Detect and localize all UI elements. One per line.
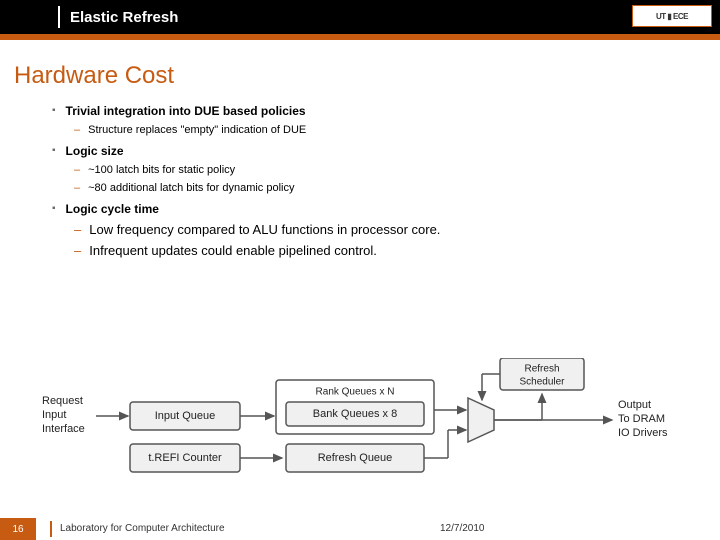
- content-area: ▪ Trivial integration into DUE based pol…: [52, 104, 700, 258]
- bullet-1-1-text: Structure replaces "empty" indication of…: [88, 124, 306, 136]
- bullet-3-1: – Low frequency compared to ALU function…: [74, 222, 700, 237]
- header-logo: UT ▮ ECE: [632, 5, 712, 27]
- bullet-2-2-text: ~80 additional latch bits for dynamic po…: [88, 182, 294, 194]
- bullet-3: ▪ Logic cycle time: [52, 202, 700, 216]
- footer: 16 Laboratory for Computer Architecture …: [0, 518, 720, 540]
- orange-bar: [0, 34, 720, 40]
- bullet-marker: ▪: [52, 144, 56, 158]
- rank-outer-label: Rank Queues x N: [316, 387, 395, 398]
- footer-lab: Laboratory for Computer Architecture: [60, 523, 225, 534]
- bullet-1-1: – Structure replaces "empty" indication …: [74, 124, 700, 136]
- page-number: 16: [0, 518, 36, 540]
- bullet-3-2: – Infrequent updates could enable pipeli…: [74, 243, 700, 258]
- bullet-1-text: Trivial integration into DUE based polic…: [66, 104, 306, 118]
- sched-label-2: Scheduler: [519, 377, 565, 388]
- page-title: Hardware Cost: [14, 62, 720, 90]
- input-queue-label: Input Queue: [155, 410, 216, 422]
- header-bar: Elastic Refresh UT ▮ ECE: [0, 0, 720, 34]
- sub-marker: –: [74, 243, 81, 258]
- left-label-3: Interface: [42, 423, 85, 435]
- sub-marker: –: [74, 164, 80, 176]
- bullet-marker: ▪: [52, 202, 56, 216]
- sub-marker: –: [74, 124, 80, 136]
- bullet-2: ▪ Logic size: [52, 144, 700, 158]
- bullet-2-1-text: ~100 latch bits for static policy: [88, 164, 235, 176]
- bullet-1: ▪ Trivial integration into DUE based pol…: [52, 104, 700, 118]
- bank-label: Bank Queues x 8: [313, 408, 397, 420]
- bullet-3-1-text: Low frequency compared to ALU functions …: [89, 222, 440, 237]
- bullet-2-2: – ~80 additional latch bits for dynamic …: [74, 182, 700, 194]
- right-label-3: IO Drivers: [618, 427, 668, 439]
- sub-marker: –: [74, 222, 81, 237]
- bullet-2-1: – ~100 latch bits for static policy: [74, 164, 700, 176]
- bullet-marker: ▪: [52, 104, 56, 118]
- footer-rule: [50, 521, 52, 537]
- bullet-2-text: Logic size: [66, 144, 124, 158]
- right-label-1: Output: [618, 399, 651, 411]
- header-title: Elastic Refresh: [70, 9, 178, 26]
- trefi-label: t.REFI Counter: [148, 452, 222, 464]
- refresh-queue-label: Refresh Queue: [318, 452, 393, 464]
- sched-label-1: Refresh: [524, 364, 559, 375]
- bullet-3-text: Logic cycle time: [66, 202, 159, 216]
- footer-date: 12/7/2010: [440, 523, 485, 534]
- left-label-1: Request: [42, 395, 83, 407]
- sub-marker: –: [74, 182, 80, 194]
- logo-text: UT ▮ ECE: [656, 12, 688, 21]
- left-label-2: Input: [42, 409, 66, 421]
- header-rule: [58, 6, 60, 28]
- block-diagram: Request Input Interface Input Queue t.RE…: [42, 358, 682, 488]
- bullet-3-2-text: Infrequent updates could enable pipeline…: [89, 243, 377, 258]
- right-label-2: To DRAM: [618, 413, 665, 425]
